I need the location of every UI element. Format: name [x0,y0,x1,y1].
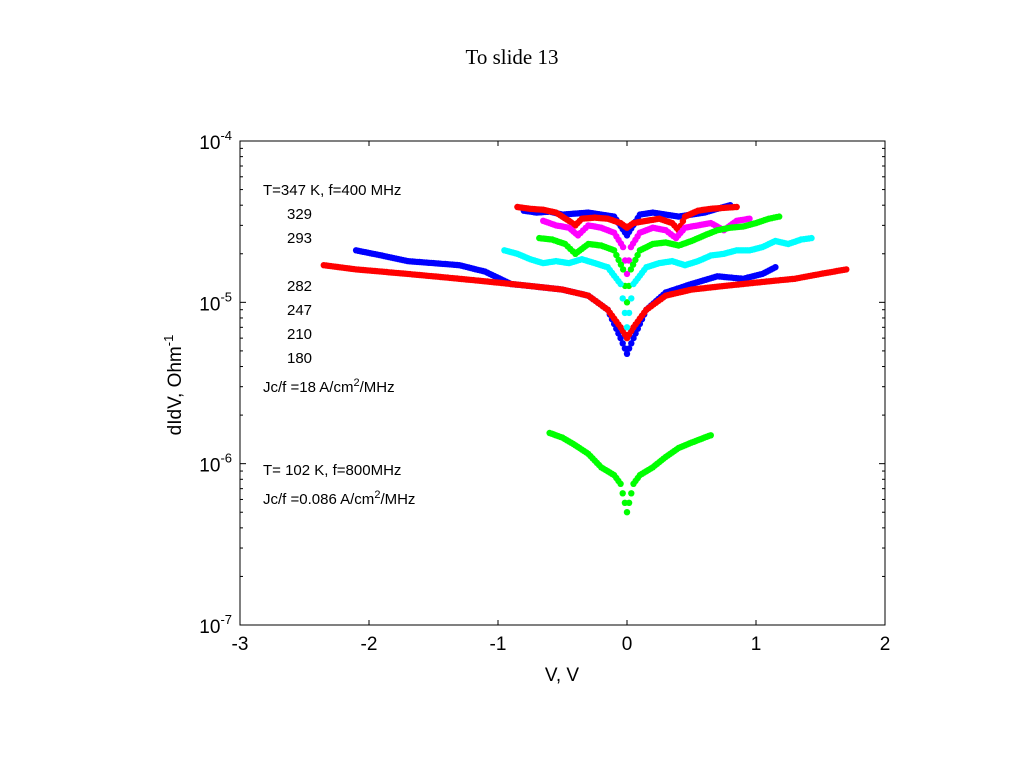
data-point [627,266,635,273]
data-point [628,490,635,497]
chart-axes: -3 -2 -1 0 1 2 10-7 10-6 10-5 10-4 [199,128,890,655]
data-point [617,480,624,487]
data-point [707,432,714,439]
data-point [625,257,633,264]
annotation-group1-header: T=347 K, f=400 MHz [263,182,401,199]
x-tick-label: 2 [880,634,891,655]
x-axis-label: V, V [545,665,579,686]
annotation-temp-3: 282 [287,278,312,295]
y-tick-label: 10-4 [199,128,232,154]
annotation-group1-jc: Jc/f =18 A/cm2/MHz [263,377,395,396]
annotation-temp-4: 247 [287,302,312,319]
annotation-temp-6: 180 [287,350,312,367]
x-tick-label: 0 [622,634,633,655]
x-tick-label: -3 [232,634,249,655]
data-point [733,203,740,211]
y-axis-label-group: dIdV, Ohm-1 [161,335,186,436]
plot-frame [239,140,886,626]
data-point [617,261,625,268]
slide-title: To slide 13 [465,45,559,69]
y-tick-label: 10-5 [199,289,232,315]
data-point [776,213,783,220]
x-tick-label: -2 [361,634,378,655]
data-point [628,340,635,347]
annotation-temp-1: 329 [287,206,312,223]
data-point [617,280,624,288]
annotation-group2-header: T= 102 K, f=800MHz [263,462,401,479]
data-point [619,243,627,251]
y-axis-label-sup: -1 [161,335,176,347]
data-point [619,295,626,302]
data-point [619,490,626,497]
data-point [843,266,850,273]
annotation-temp-5: 210 [287,326,312,343]
data-point [619,266,627,273]
data-point [613,251,620,259]
data-point [619,340,626,347]
data-point [623,270,631,278]
data-point [746,215,753,222]
data-point [623,299,631,306]
x-tick-label: 1 [751,634,762,655]
data-point [625,345,633,352]
data-point [628,295,635,302]
data-point [623,324,631,331]
annotations: T=347 K, f=400 MHz 329 293 282 247 210 1… [263,182,415,508]
y-axis-label: dIdV, Ohm-1 [161,335,186,436]
annotation-temp-2: 293 [287,230,312,247]
data-point [610,247,618,254]
data-point [617,334,624,342]
y-axis-label-text: dIdV, Ohm [165,346,186,435]
data-point [623,350,631,357]
data-point [623,509,631,516]
y-tick-label: 10-6 [199,451,232,477]
data-point [625,309,633,317]
data-point [772,264,779,271]
data-point [632,256,639,264]
data-point [625,499,633,506]
x-tick-label: -1 [490,634,507,655]
annotation-group2-jc: Jc/f =0.086 A/cm2/MHz [263,489,415,508]
y-tick-label: 10-7 [199,612,232,638]
chart-marks [320,202,850,516]
data-point [808,234,815,242]
data-point [634,251,641,259]
